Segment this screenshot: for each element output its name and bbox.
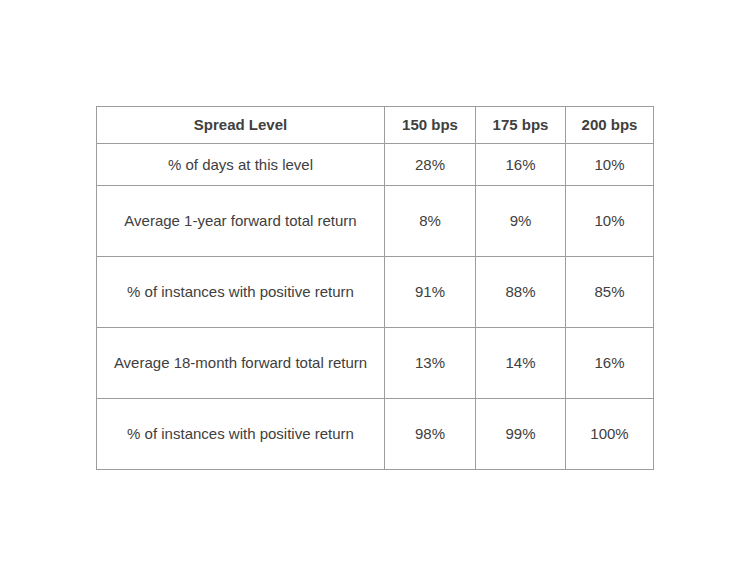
header-spread-level: Spread Level — [97, 107, 385, 144]
row-label: Average 1-year forward total return — [97, 186, 385, 257]
row-label: % of instances with positive return — [97, 399, 385, 470]
cell-value: 99% — [476, 399, 566, 470]
cell-value: 13% — [385, 328, 476, 399]
cell-value: 14% — [476, 328, 566, 399]
cell-value: 91% — [385, 257, 476, 328]
cell-value: 8% — [385, 186, 476, 257]
spread-level-table: Spread Level 150 bps 175 bps 200 bps % o… — [96, 106, 654, 470]
page: Spread Level 150 bps 175 bps 200 bps % o… — [0, 0, 750, 563]
table-row-avg-1yr-return: Average 1-year forward total return 8% 9… — [97, 186, 654, 257]
header-200-bps: 200 bps — [566, 107, 654, 144]
row-label: % of days at this level — [97, 144, 385, 186]
cell-value: 88% — [476, 257, 566, 328]
table-row-avg-18mo-return: Average 18-month forward total return 13… — [97, 328, 654, 399]
table-row-days-at-level: % of days at this level 28% 16% 10% — [97, 144, 654, 186]
cell-value: 100% — [566, 399, 654, 470]
cell-value: 10% — [566, 144, 654, 186]
table-header-row: Spread Level 150 bps 175 bps 200 bps — [97, 107, 654, 144]
cell-value: 28% — [385, 144, 476, 186]
table-row-pct-positive-1yr: % of instances with positive return 91% … — [97, 257, 654, 328]
cell-value: 10% — [566, 186, 654, 257]
header-150-bps: 150 bps — [385, 107, 476, 144]
table-row-pct-positive-18mo: % of instances with positive return 98% … — [97, 399, 654, 470]
cell-value: 85% — [566, 257, 654, 328]
cell-value: 16% — [476, 144, 566, 186]
row-label: Average 18-month forward total return — [97, 328, 385, 399]
header-175-bps: 175 bps — [476, 107, 566, 144]
row-label: % of instances with positive return — [97, 257, 385, 328]
cell-value: 9% — [476, 186, 566, 257]
cell-value: 98% — [385, 399, 476, 470]
cell-value: 16% — [566, 328, 654, 399]
